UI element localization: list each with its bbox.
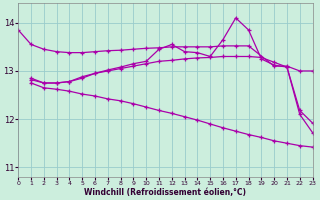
X-axis label: Windchill (Refroidissement éolien,°C): Windchill (Refroidissement éolien,°C): [84, 188, 246, 197]
